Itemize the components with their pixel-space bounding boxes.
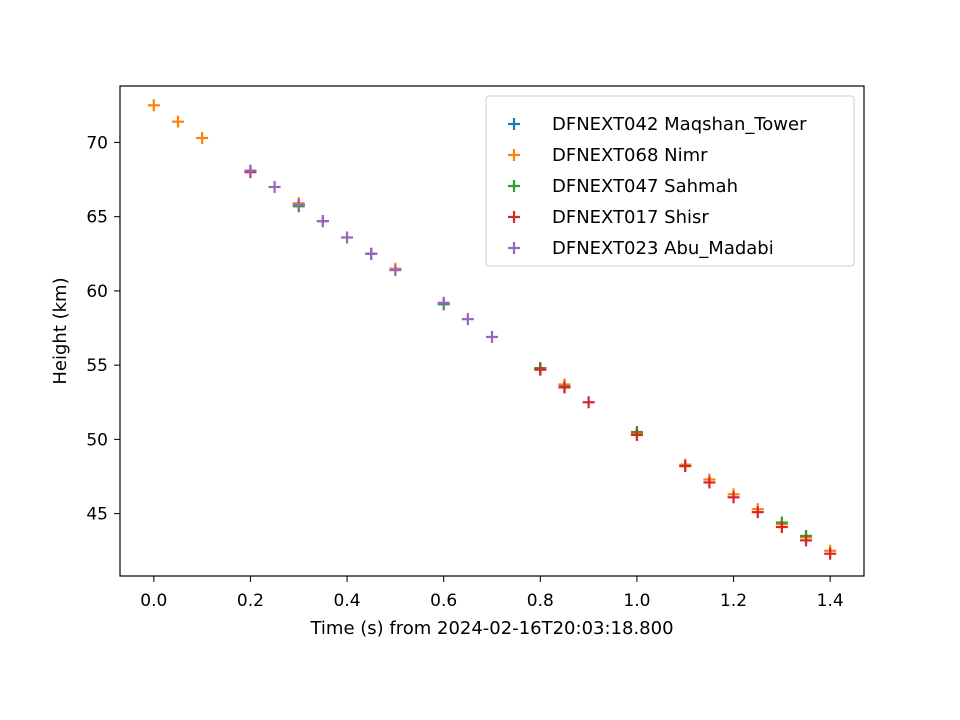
x-axis-label: Time (s) from 2024-02-16T20:03:18.800	[309, 618, 673, 639]
legend-marker	[508, 180, 520, 192]
legend-marker	[508, 242, 520, 254]
y-axis: 45 50 55 60 65 70	[86, 133, 120, 525]
y-tick-label: 45	[86, 505, 108, 525]
data-point	[558, 381, 571, 394]
data-point	[582, 396, 595, 409]
data-point	[703, 476, 716, 489]
legend-marker	[508, 118, 520, 130]
legend-box	[485, 95, 855, 267]
data-point	[534, 363, 547, 376]
legend: DFNEXT042 Maqshan_Tower DFNEXT068 Nimr DFN…	[485, 95, 855, 267]
x-tick-label: 0.8	[527, 591, 554, 611]
data-point	[341, 231, 354, 244]
legend-marker	[508, 149, 520, 161]
y-tick-label: 60	[86, 282, 108, 302]
data-point	[268, 180, 281, 193]
legend-marker	[508, 211, 520, 223]
data-point	[244, 164, 257, 177]
data-point	[775, 521, 788, 533]
data-point	[727, 491, 740, 504]
x-tick-label: 1.2	[720, 591, 747, 611]
data-point	[824, 547, 837, 560]
data-point	[292, 198, 305, 211]
legend-entry-label: DFNEXT017 Shisr	[552, 207, 709, 228]
y-tick-label: 55	[86, 356, 108, 376]
data-point	[800, 534, 813, 547]
data-point	[365, 247, 378, 260]
y-tick-label: 70	[86, 133, 108, 153]
x-axis: 0.0 0.2 0.4 0.6 0.8 1.0 1.2 1.4	[140, 576, 844, 611]
x-tick-label: 1.0	[623, 591, 650, 611]
data-point	[486, 330, 498, 343]
x-tick-label: 0.4	[334, 591, 361, 611]
x-tick-label: 1.4	[817, 591, 844, 611]
data-point	[630, 428, 643, 441]
plot-area	[147, 99, 837, 560]
legend-entry-label: DFNEXT047 Sahmah	[552, 176, 738, 197]
data-point	[171, 115, 184, 128]
data-point	[389, 264, 402, 277]
y-tick-label: 50	[86, 430, 108, 450]
legend-entry-label: DFNEXT023 Abu_Madabi	[552, 238, 774, 259]
plot-frame	[119, 85, 865, 577]
data-point	[679, 460, 692, 473]
y-axis-label: Height (km)	[50, 277, 71, 384]
legend-entry-label: DFNEXT042 Maqshan_Tower	[552, 114, 807, 135]
x-tick-label: 0.6	[430, 591, 457, 611]
legend-entry-label: DFNEXT068 Nimr	[552, 145, 708, 166]
data-point	[461, 313, 474, 326]
data-point	[437, 296, 450, 309]
data-point	[196, 131, 209, 144]
data-point	[751, 506, 764, 519]
data-point	[316, 215, 329, 228]
y-tick-label: 65	[86, 208, 108, 228]
x-tick-label: 0.2	[237, 591, 264, 611]
x-tick-label: 0.0	[140, 591, 167, 611]
data-point	[147, 99, 160, 112]
